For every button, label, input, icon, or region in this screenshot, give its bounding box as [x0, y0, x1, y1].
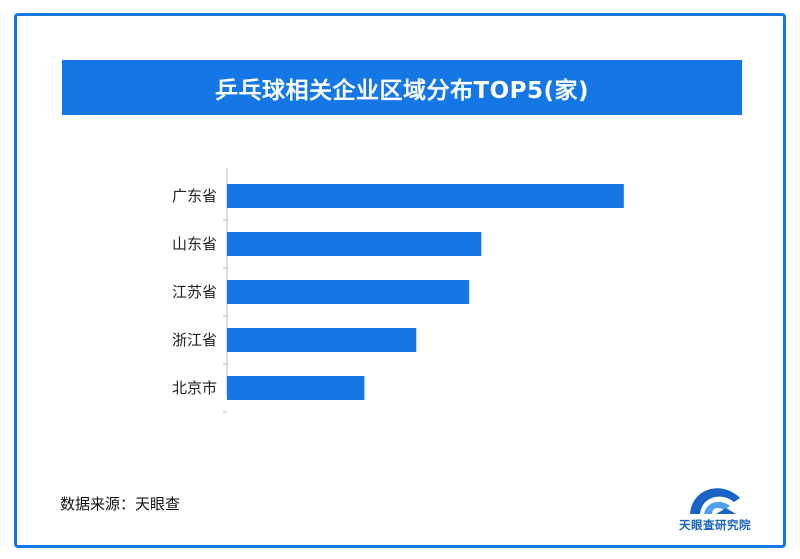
category-label: 山东省	[172, 235, 217, 253]
category-label: 北京市	[172, 379, 217, 397]
bar	[227, 232, 482, 256]
logo-caption: 天眼查研究院	[679, 518, 751, 532]
category-label: 浙江省	[172, 331, 217, 349]
chart-title: 乒乓球相关企业区域分布TOP5(家)	[214, 77, 590, 104]
category-label: 江苏省	[172, 283, 217, 301]
tianyancha-logo-icon	[690, 488, 740, 514]
bar	[227, 184, 624, 208]
chart-title-bar: 乒乓球相关企业区域分布TOP5(家)	[62, 60, 742, 115]
bar	[227, 376, 365, 400]
data-source-note: 数据来源：天眼查	[60, 495, 181, 513]
bar	[227, 328, 417, 352]
category-label: 广东省	[172, 187, 217, 205]
bar	[227, 280, 470, 304]
